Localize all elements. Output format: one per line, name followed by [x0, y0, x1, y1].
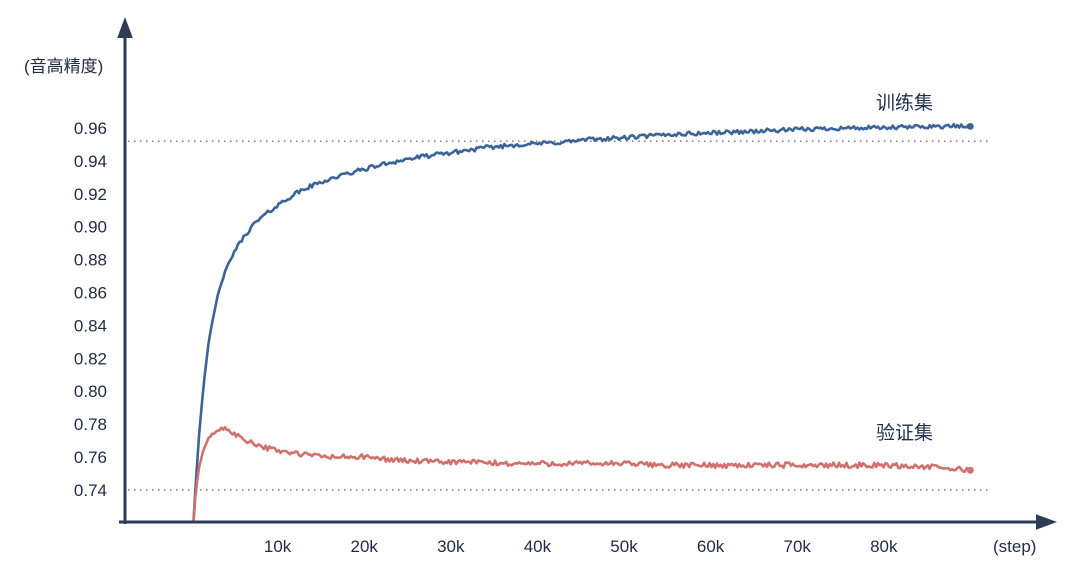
- y-axis-label: (音高精度): [24, 57, 104, 76]
- y-axis-arrow-icon: [117, 17, 133, 38]
- x-tick-label: 10k: [264, 537, 292, 556]
- x-axis-arrow-icon: [1036, 514, 1057, 530]
- x-tick-label: 30k: [437, 537, 465, 556]
- train-curve: [192, 122, 972, 521]
- y-tick-label: 0.88: [74, 251, 107, 270]
- y-tick-label: 0.96: [74, 119, 107, 138]
- y-tick-label: 0.82: [74, 349, 107, 368]
- y-tick-label: 0.78: [74, 415, 107, 434]
- x-tick-label: 40k: [524, 537, 552, 556]
- x-tick-label: 20k: [350, 537, 378, 556]
- y-tick-label: 0.90: [74, 218, 107, 237]
- x-axis-label: (step): [993, 537, 1037, 556]
- y-tick-label: 0.80: [74, 382, 107, 401]
- x-tick-label: 50k: [610, 537, 638, 556]
- y-tick-label: 0.94: [74, 152, 107, 171]
- y-tick-label: 0.84: [74, 316, 107, 335]
- train-end-dot: [967, 123, 974, 130]
- validation-curve: [192, 425, 972, 523]
- y-tick-label: 0.74: [74, 481, 107, 500]
- x-tick-label: 70k: [783, 537, 811, 556]
- validation-end-dot: [967, 466, 974, 474]
- series-label-validation-set: 验证集: [876, 423, 934, 444]
- x-tick-label: 60k: [697, 537, 725, 556]
- x-tick-label: 80k: [870, 537, 898, 556]
- y-tick-label: 0.92: [74, 185, 107, 204]
- y-tick-label: 0.76: [74, 448, 107, 467]
- y-tick-label: 0.86: [74, 284, 107, 303]
- series-label-training-set: 训练集: [876, 93, 934, 114]
